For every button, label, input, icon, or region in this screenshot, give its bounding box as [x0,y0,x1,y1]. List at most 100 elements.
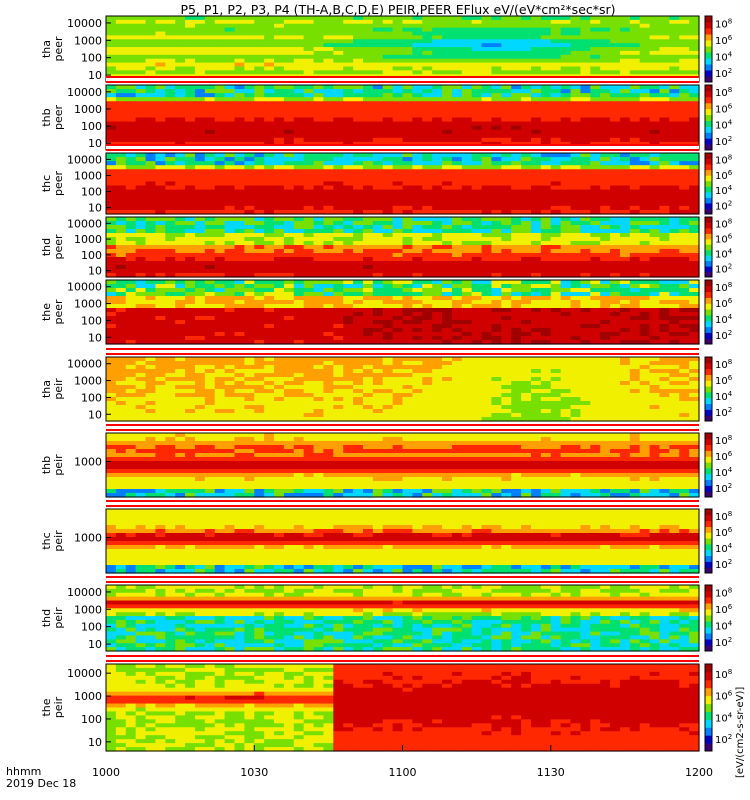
spectrogram-cell [689,117,700,123]
spectrogram-cell [530,288,542,293]
spectrogram-cell [481,340,493,345]
spectrogram-cell [550,237,562,242]
spectrogram-cell [550,105,562,110]
spectrogram-cell [412,27,423,33]
spectrogram-cell [432,304,443,309]
spectrogram-cell [501,62,512,68]
spectrogram-cell [115,35,127,40]
spectrogram-cell [323,31,334,37]
spectrogram-cell [313,233,325,238]
spectrogram-cell [669,316,680,321]
spectrogram-cell [570,308,581,313]
spectrogram-cell [669,273,680,278]
spectrogram-cell [323,66,334,71]
spectrogram-cell [392,16,404,21]
spectrogram-cell [135,225,147,230]
spectrogram-cell [669,241,680,246]
spectrogram-cell [540,137,552,143]
spectrogram-cell [323,133,334,139]
spectrogram-cell [343,241,354,246]
spectrogram-cell [234,39,245,44]
spectrogram-cell [432,105,443,110]
spectrogram-cell [501,185,512,191]
spectrogram-cell [461,47,473,52]
spectrogram-cell [530,245,542,250]
spectrogram-cell [362,193,374,199]
spectrogram-cell [501,209,512,215]
spectrogram-cell [629,312,641,317]
spectrogram-cell [204,249,216,254]
spectrogram-cell [471,19,483,25]
spectrogram-cell [234,205,245,211]
spectrogram-cell [244,93,255,98]
spectrogram-cell [471,93,483,98]
spectrogram-cell [659,249,670,254]
spectrogram-cell [313,249,325,254]
spectrogram-cell [639,113,651,119]
spectrogram-cell [629,117,641,123]
spectrogram-cell [501,113,512,119]
spectrogram-cell [550,273,562,278]
spectrogram-cell [481,31,493,37]
spectrogram-cell [422,43,433,48]
spectrogram-cell [185,292,196,297]
spectrogram-cell [125,125,137,131]
spectrogram-cell [333,173,344,178]
spectrogram-cell [432,245,443,250]
spectrogram-cell [471,165,483,170]
spectrogram-cell [521,62,532,68]
spectrogram-cell [679,125,690,131]
colorbar-tick-label: 102 [715,263,732,276]
spectrogram-cell [194,117,206,123]
spectrogram-cell [521,93,532,98]
spectrogram-cell [402,31,413,37]
spectrogram-cell [412,336,423,341]
spectrogram-cell [530,181,542,187]
spectrogram-cell [224,157,236,162]
colorbar-frame [704,152,713,215]
spectrogram-cell [511,332,522,337]
spectrogram-cell [461,237,473,242]
spectrogram-cell [412,340,423,345]
spectrogram-cell [204,324,216,329]
spectrogram-cell [362,47,374,52]
spectrogram-cell [323,169,334,174]
spectrogram-cell [442,304,453,309]
spectrogram-cell [491,16,502,21]
spectrogram-cell [244,209,255,215]
spectrogram-cell [540,43,552,48]
spectrogram-cell [353,253,364,258]
spectrogram-cell [600,197,611,203]
spectrogram-cell [560,169,572,174]
spectrogram-cell [590,97,601,102]
spectrogram-cell [481,312,493,317]
spectrogram-cell [689,157,700,162]
spectrogram-cell [600,121,611,127]
spectrogram-cell [362,97,374,102]
spectrogram-cell [372,157,384,162]
spectrogram-cell [501,265,512,270]
spectrogram-cell [422,241,433,246]
spectrogram-cell [313,89,325,94]
spectrogram-cell [106,27,117,33]
spectrogram-cell [659,257,670,262]
spectrogram-cell [580,157,591,162]
spectrogram-cell [471,39,483,44]
spectrogram-cell [412,328,423,333]
spectrogram-cell [560,316,572,321]
spectrogram-cell [521,265,532,270]
spectrogram-cell [422,189,433,195]
spectrogram-cell [293,245,305,250]
spectrogram-cell [481,296,493,301]
spectrogram-cell [303,109,315,115]
spectrogram-cell [185,241,196,246]
spectrogram-cell [194,157,206,162]
spectrogram-cell [293,109,305,115]
spectrogram-cell [382,39,394,44]
spectrogram-cell [511,35,522,40]
y-tick-label: 10000 [67,281,102,294]
spectrogram-cell [175,340,186,345]
spectrogram-cell [323,157,334,162]
spectrogram-cell [333,269,344,274]
spectrogram-cell [323,121,334,127]
